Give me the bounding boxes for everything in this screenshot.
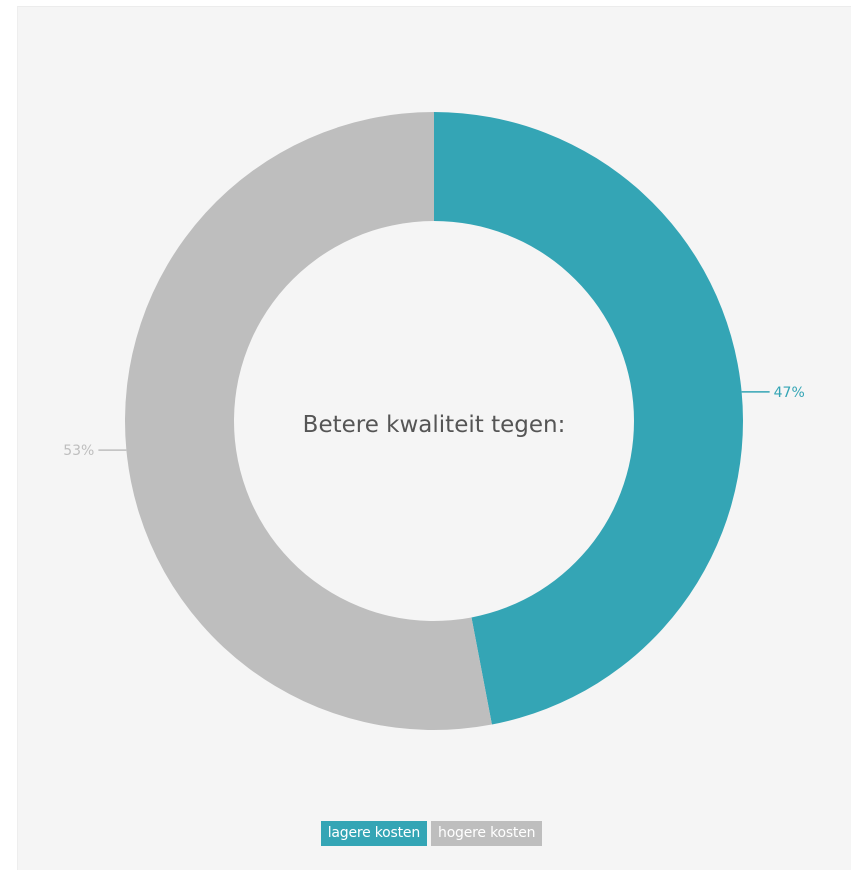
- slice-hogere-kosten[interactable]: [125, 112, 492, 730]
- slices-group: [125, 112, 744, 730]
- slice-lagere-kosten[interactable]: [434, 112, 744, 725]
- legend-item-lagere-kosten[interactable]: lagere kosten: [320, 821, 428, 846]
- data-label-hogere-kosten: 53%: [63, 443, 94, 459]
- center-label: Betere kwaliteit tegen:: [303, 412, 566, 438]
- data-label-lagere-kosten: 47%: [774, 385, 805, 401]
- legend-item-hogere-kosten[interactable]: hogere kosten: [431, 821, 543, 846]
- chart-legend: lagere kosten hogere kosten: [0, 821, 851, 846]
- labels-group: 47% 53%: [63, 385, 805, 459]
